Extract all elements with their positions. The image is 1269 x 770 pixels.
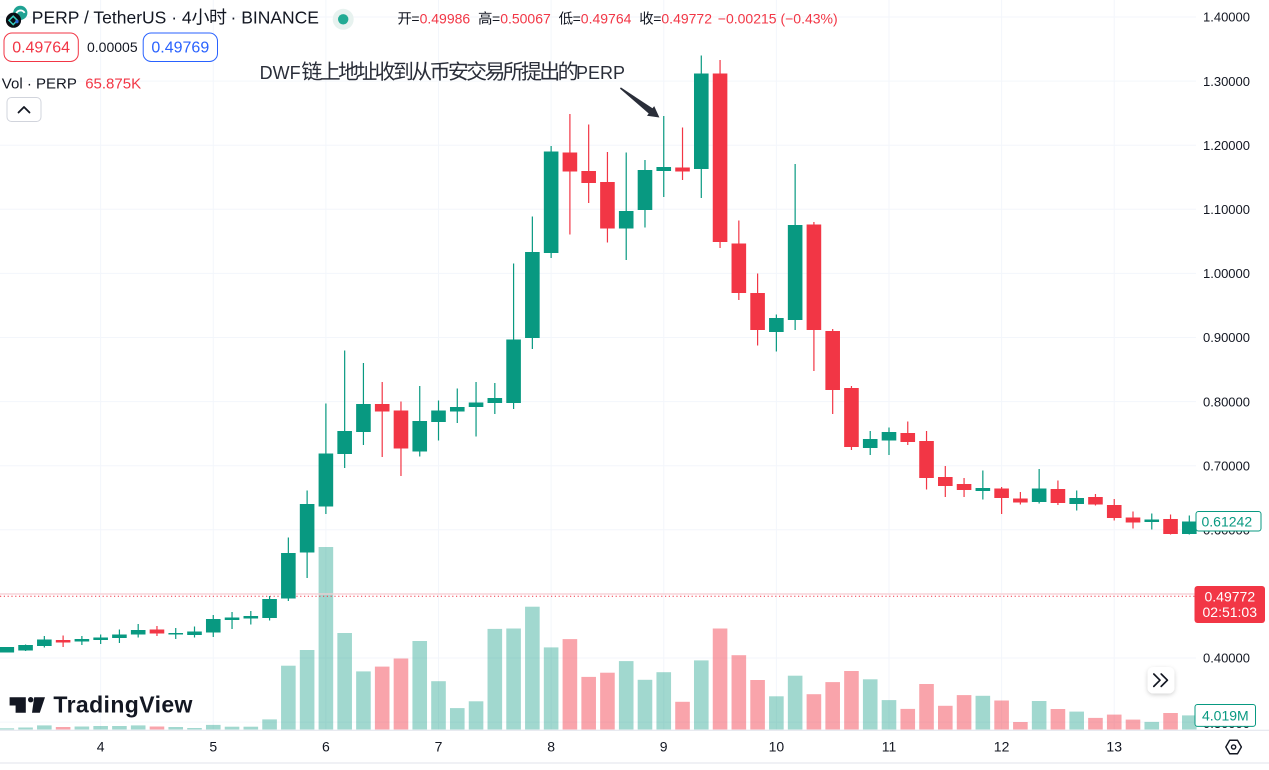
svg-text:0.70000: 0.70000: [1203, 458, 1250, 473]
svg-text:PERP: PERP: [576, 63, 625, 83]
svg-text:=: =: [653, 11, 661, 27]
svg-text:=: =: [573, 11, 581, 27]
svg-text:Vol · PERP: Vol · PERP: [2, 76, 77, 93]
svg-text:=: =: [411, 11, 419, 27]
svg-text:DWF: DWF: [260, 63, 301, 83]
svg-text:0.49772: 0.49772: [1205, 588, 1256, 604]
svg-text:1.10000: 1.10000: [1203, 202, 1250, 217]
svg-text:· BINANCE: · BINANCE: [231, 7, 319, 27]
svg-text:0.00005: 0.00005: [87, 39, 138, 55]
svg-text:6: 6: [322, 739, 330, 755]
svg-text:10: 10: [769, 739, 785, 755]
svg-text:4.019M: 4.019M: [1202, 708, 1249, 724]
svg-text:=: =: [492, 11, 500, 27]
svg-text:0.80000: 0.80000: [1203, 394, 1250, 409]
svg-text:TradingView: TradingView: [53, 692, 192, 718]
svg-text:02:51:03: 02:51:03: [1203, 604, 1258, 620]
svg-text:9: 9: [660, 739, 668, 755]
svg-text:12: 12: [994, 739, 1010, 755]
svg-text:11: 11: [882, 739, 897, 755]
svg-text:1.30000: 1.30000: [1203, 74, 1250, 89]
svg-text:13: 13: [1106, 739, 1122, 755]
svg-text:1.00000: 1.00000: [1203, 266, 1250, 281]
svg-text:0.61242: 0.61242: [1202, 513, 1253, 529]
svg-text:−0.00215 (−0.43%): −0.00215 (−0.43%): [718, 11, 838, 27]
svg-text:0.49764: 0.49764: [581, 11, 632, 27]
svg-text:0.49769: 0.49769: [151, 40, 209, 57]
svg-text:65.875K: 65.875K: [85, 76, 141, 93]
svg-text:PERP / TetherUS · 4: PERP / TetherUS · 4: [32, 7, 192, 27]
svg-text:7: 7: [435, 739, 443, 755]
svg-text:0.49772: 0.49772: [661, 11, 712, 27]
svg-text:8: 8: [547, 739, 555, 755]
svg-text:0.90000: 0.90000: [1203, 330, 1250, 345]
svg-text:0.50067: 0.50067: [500, 11, 551, 27]
svg-text:5: 5: [209, 739, 217, 755]
svg-text:0.40000: 0.40000: [1203, 651, 1250, 666]
svg-text:1.40000: 1.40000: [1203, 10, 1250, 25]
svg-text:0.49764: 0.49764: [12, 40, 70, 57]
svg-text:1.20000: 1.20000: [1203, 138, 1250, 153]
svg-text:4: 4: [97, 739, 105, 755]
svg-text:0.49986: 0.49986: [420, 11, 471, 27]
